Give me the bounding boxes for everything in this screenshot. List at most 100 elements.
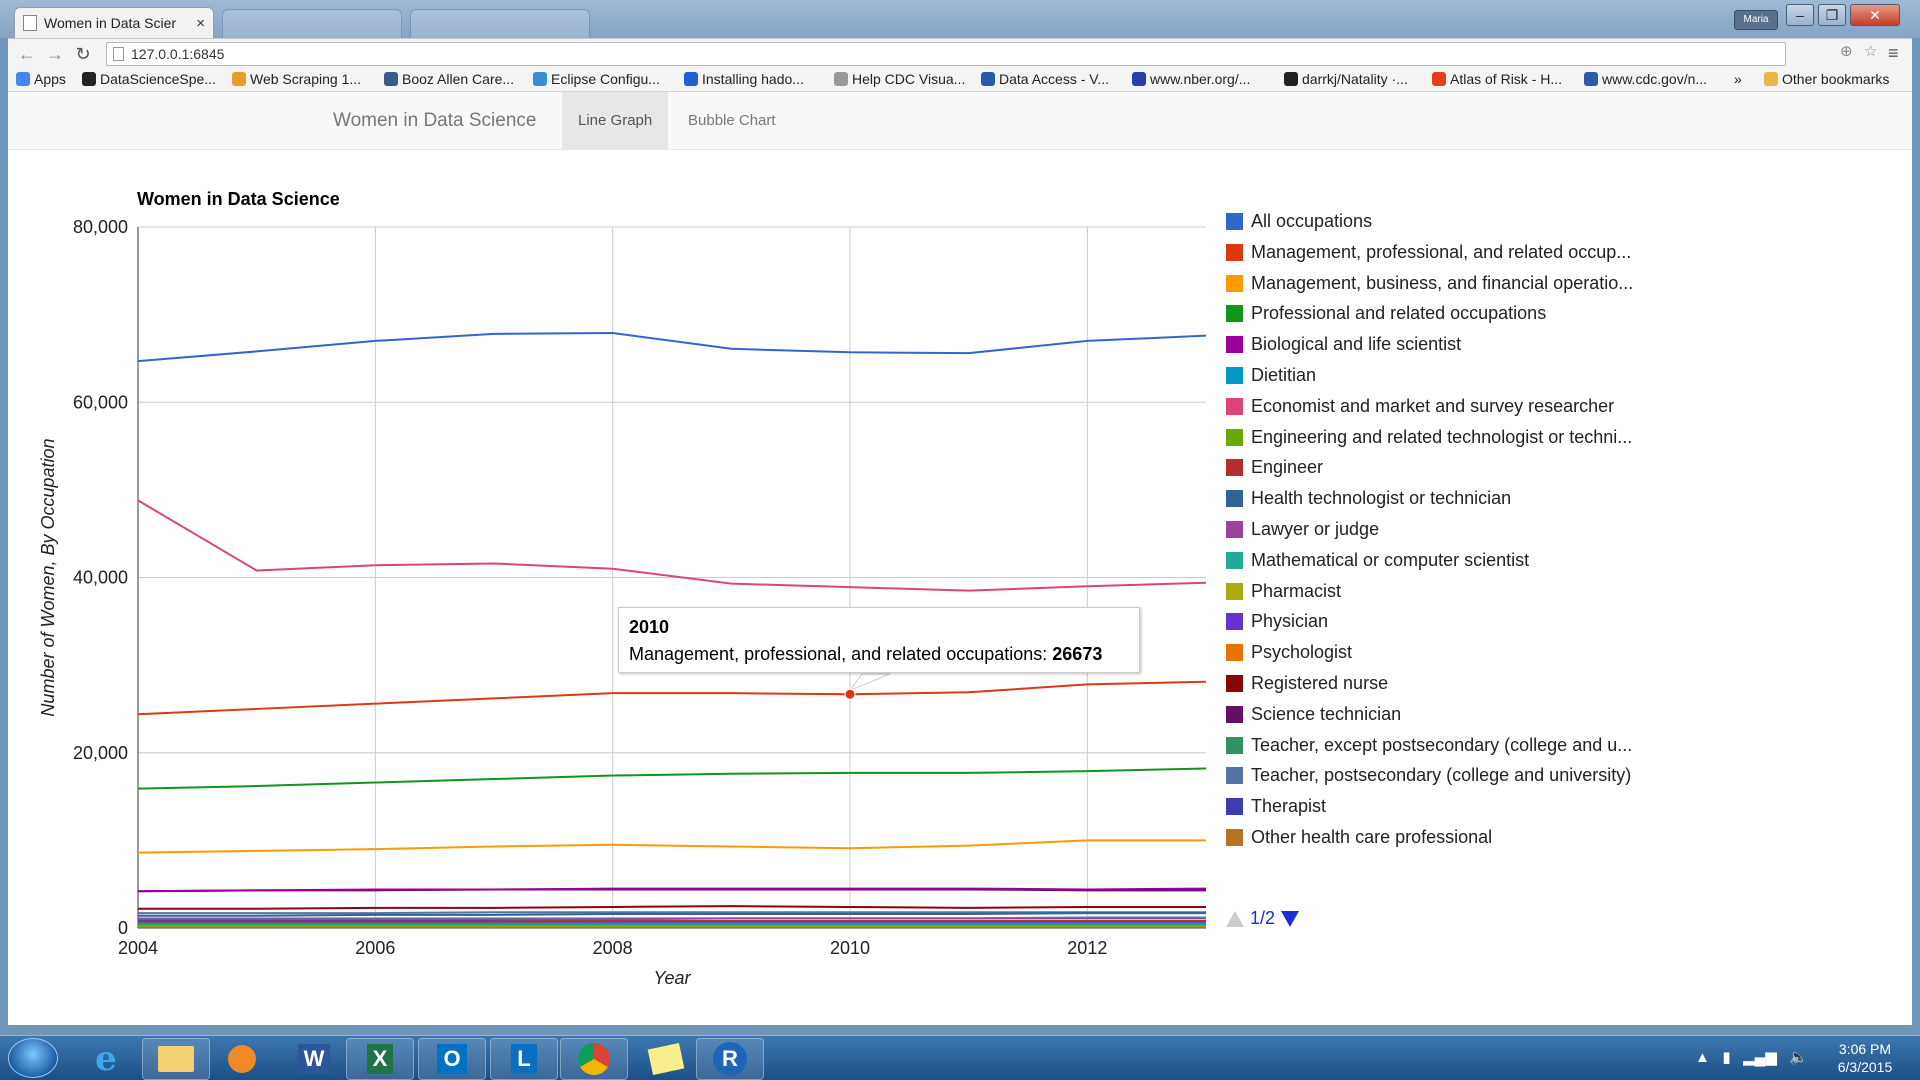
menu-icon[interactable]: ≡ <box>1888 43 1899 63</box>
bookmark-item[interactable]: Eclipse Configu... <box>533 71 660 87</box>
legend-swatch <box>1226 397 1243 415</box>
maximize-button[interactable]: ❐ <box>1818 4 1846 26</box>
legend-swatch <box>1226 428 1243 446</box>
legend-label: Management, business, and financial oper… <box>1251 272 1634 293</box>
file-explorer-icon[interactable] <box>142 1038 210 1080</box>
legend-label: Science technician <box>1251 703 1402 724</box>
tab-line-graph[interactable]: Line Graph <box>562 92 669 150</box>
legend-label: Other health care professional <box>1251 827 1493 847</box>
legend-item[interactable]: Science technician <box>1226 704 1656 725</box>
bookmark-item[interactable]: darrkj/Natality ·... <box>1284 71 1408 87</box>
browser-tab-blurred[interactable] <box>410 9 590 38</box>
tooltip-value: 26673 <box>1052 644 1103 664</box>
bookmark-label: darrkj/Natality ·... <box>1302 71 1408 87</box>
legend-item[interactable]: Pharmacist <box>1226 581 1656 602</box>
bookmark-item[interactable]: Booz Allen Care... <box>384 71 514 87</box>
chrome-icon[interactable] <box>560 1038 628 1080</box>
legend-item[interactable]: Psychologist <box>1226 642 1656 663</box>
reload-icon[interactable]: ↻ <box>75 44 91 64</box>
y-tick-label: 40,000 <box>73 568 128 588</box>
legend-label: Biological and life scientist <box>1251 334 1462 355</box>
sticky-notes-icon[interactable] <box>632 1038 700 1080</box>
close-window-button[interactable]: ✕ <box>1850 4 1900 26</box>
bookmark-item[interactable]: Atlas of Risk - H... <box>1432 71 1562 87</box>
series-line <box>137 332 1207 363</box>
bookmark-item[interactable]: www.nber.org/... <box>1132 71 1250 87</box>
legend-item[interactable]: Registered nurse <box>1226 673 1656 694</box>
legend-swatch <box>1226 521 1243 538</box>
tab-close-icon[interactable]: × <box>196 14 205 32</box>
series-line <box>137 499 1207 592</box>
legend-item[interactable]: Management, business, and financial oper… <box>1226 273 1656 294</box>
address-bar[interactable]: 127.0.0.1:6845 <box>106 42 1786 66</box>
legend-item[interactable]: Economist and market and survey research… <box>1226 396 1656 417</box>
browser-toolbar: ← → ↻ 127.0.0.1:6845 ⊕ ☆ ≡ <box>8 38 1912 68</box>
legend-swatch <box>1226 736 1243 754</box>
series-line <box>138 912 1206 917</box>
lync-icon[interactable]: L <box>490 1038 558 1080</box>
page-down-icon[interactable] <box>1281 910 1300 927</box>
bookmark-item[interactable]: DataScienceSpe... <box>82 71 216 87</box>
legend-item[interactable]: Teacher, except postsecondary (college a… <box>1226 735 1656 756</box>
legend-item[interactable]: Physician <box>1226 611 1656 632</box>
legend-item[interactable]: Engineer <box>1226 457 1656 478</box>
legend-item[interactable]: Dietitian <box>1226 365 1656 386</box>
star-icon[interactable]: ☆ <box>1864 43 1878 60</box>
legend-item[interactable]: Therapist <box>1226 796 1656 817</box>
legend-item[interactable]: Lawyer or judge <box>1226 519 1656 540</box>
bookmark-label: Help CDC Visua... <box>852 71 966 87</box>
bookmark-item[interactable]: Apps <box>16 71 66 87</box>
outlook-icon[interactable]: O <box>418 1038 486 1080</box>
start-button[interactable] <box>8 1038 58 1078</box>
legend-label: Engineering and related technologist or … <box>1251 426 1633 447</box>
legend-item[interactable]: Professional and related occupations <box>1226 303 1656 324</box>
bookmark-item[interactable]: www.cdc.gov/n... <box>1584 71 1707 87</box>
legend-item[interactable]: Engineering and related technologist or … <box>1226 427 1656 448</box>
word-icon[interactable]: W <box>280 1038 348 1080</box>
legend-item[interactable]: Biological and life scientist <box>1226 334 1656 355</box>
bookmark-item[interactable]: Web Scraping 1... <box>232 71 361 87</box>
x-tick-label: 2008 <box>593 938 633 958</box>
page-icon <box>113 47 124 61</box>
clock[interactable]: 3:06 PM 6/3/2015 <box>1830 1040 1900 1076</box>
x-tick-label: 2012 <box>1067 938 1107 958</box>
media-player-icon[interactable] <box>208 1038 276 1080</box>
legend-item[interactable]: Other health care professional <box>1226 827 1656 848</box>
page-up-icon[interactable] <box>1226 910 1244 927</box>
app-brand[interactable]: Women in Data Science <box>333 110 537 131</box>
legend-item[interactable]: Management, professional, and related oc… <box>1226 242 1656 263</box>
y-tick-label: 60,000 <box>73 392 128 412</box>
back-arrow-icon[interactable]: ← <box>18 44 36 64</box>
bookmark-label: www.cdc.gov/n... <box>1602 71 1708 87</box>
series-line <box>137 767 1207 790</box>
legend-swatch <box>1226 274 1243 292</box>
bookmark-item[interactable]: » <box>1734 71 1742 87</box>
page-icon <box>23 15 37 31</box>
legend-label: Physician <box>1251 611 1329 632</box>
legend-item[interactable]: Health technologist or technician <box>1226 488 1656 509</box>
browser-tab-blurred[interactable] <box>222 9 402 38</box>
y-axis-title: Number of Women, By Occupation <box>38 438 58 716</box>
bookmark-item[interactable]: Installing hado... <box>684 71 804 87</box>
bookmark-item[interactable]: Other bookmarks <box>1764 71 1889 87</box>
profile-button[interactable]: Maria <box>1734 10 1778 30</box>
legend-item[interactable]: All occupations <box>1226 211 1656 232</box>
bookmark-label: DataScienceSpe... <box>100 71 216 87</box>
zoom-icon[interactable]: ⊕ <box>1840 43 1853 60</box>
browser-tab[interactable]: Women in Data Scier × <box>14 7 214 38</box>
legend-item[interactable]: Teacher, postsecondary (college and univ… <box>1226 765 1656 786</box>
tooltip-year: 2010 <box>629 617 670 637</box>
legend-swatch <box>1226 705 1243 723</box>
legend-item[interactable]: Mathematical or computer scientist <box>1226 550 1656 571</box>
tab-bubble-chart[interactable]: Bubble Chart <box>688 112 776 129</box>
r-icon[interactable]: R <box>696 1038 764 1080</box>
bookmark-item[interactable]: Help CDC Visua... <box>834 71 965 87</box>
excel-icon[interactable]: X <box>346 1038 414 1080</box>
internet-explorer-icon[interactable]: e <box>95 1039 117 1079</box>
minimize-button[interactable]: – <box>1786 4 1814 26</box>
system-tray[interactable]: ▲ ▮ ▂▄▆ 🔈 <box>1695 1049 1808 1066</box>
forward-arrow-icon[interactable]: → <box>46 44 64 64</box>
bookmark-item[interactable]: Data Access - V... <box>981 71 1109 87</box>
legend-swatch <box>1226 798 1243 816</box>
legend-swatch <box>1226 829 1243 846</box>
